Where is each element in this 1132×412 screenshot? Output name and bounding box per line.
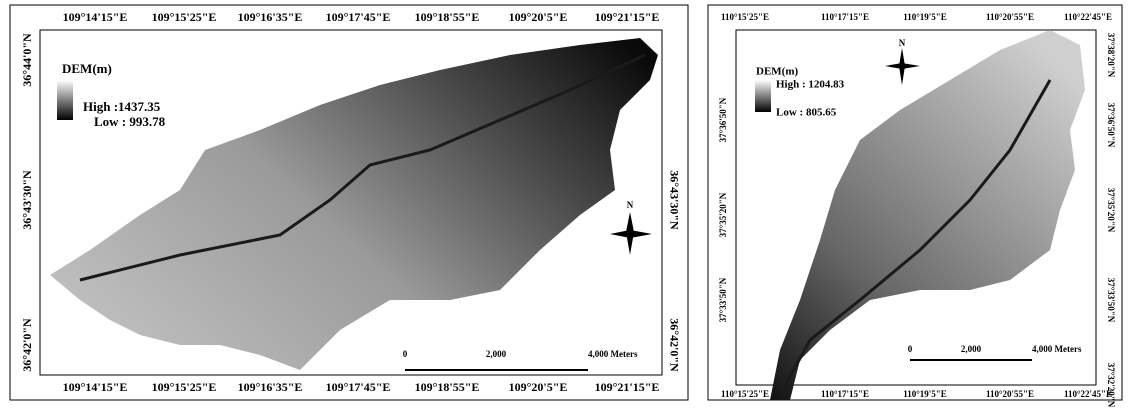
scale-label: 2,000 bbox=[961, 344, 982, 354]
top-coordinate: 110°17'15"E bbox=[821, 12, 869, 22]
top-coordinate: 110°19'5"E bbox=[903, 12, 947, 22]
top-coordinate: 109°18'55"E bbox=[415, 10, 480, 24]
page: 109°14'15"E 109°15'25"E 109°16'35"E 109°17'… bbox=[0, 0, 1132, 412]
left-coordinate: 37°35'20"N bbox=[718, 192, 728, 237]
legend-title: DEM(m) bbox=[62, 61, 112, 76]
left-coordinate: 36°44'0"N bbox=[20, 33, 34, 87]
right-panel bbox=[708, 5, 1122, 400]
north-label: N bbox=[627, 200, 634, 210]
figure: 109°14'15"E 109°15'25"E 109°16'35"E 109°17'… bbox=[0, 0, 1132, 412]
bottom-coordinate: 110°19'5"E bbox=[903, 389, 947, 399]
scale-label: 0 bbox=[403, 349, 408, 359]
legend-ramp bbox=[57, 80, 73, 120]
left-coordinate: 37°33'50"N bbox=[718, 277, 728, 322]
right-coordinate: 36°43'30"N bbox=[667, 170, 681, 230]
bottom-coordinate: 110°15'25"E bbox=[721, 389, 769, 399]
top-coordinate: 109°20'5"E bbox=[509, 10, 568, 24]
legend-low: Low : 805.65 bbox=[776, 107, 837, 119]
north-label: N bbox=[899, 38, 906, 48]
left-coordinate: 37°36'50"N bbox=[718, 97, 728, 142]
top-coordinate: 109°21'15"E bbox=[595, 10, 660, 24]
scale-label: 4,000 Meters bbox=[1032, 344, 1082, 354]
bottom-coordinate: 109°20'5"E bbox=[509, 380, 568, 394]
right-coordinate: 37°35'20"N bbox=[1106, 188, 1116, 233]
bottom-coordinate: 109°17'45"E bbox=[326, 380, 391, 394]
legend-title: DEM(m) bbox=[756, 66, 798, 78]
top-coordinate: 110°22'45"E bbox=[1064, 12, 1112, 22]
top-coordinate: 109°15'25"E bbox=[152, 10, 217, 24]
right-coordinate: 37°36'50"N bbox=[1106, 103, 1116, 148]
bottom-coordinate: 109°16'35"E bbox=[238, 380, 303, 394]
bottom-coordinate: 110°22'45"E bbox=[1064, 389, 1112, 399]
right-coordinate: 36°42'0"N bbox=[667, 318, 681, 372]
legend-low: Low : 993.78 bbox=[94, 114, 166, 129]
top-coordinate: 109°16'35"E bbox=[238, 10, 303, 24]
bottom-coordinate: 110°20'55"E bbox=[986, 389, 1034, 399]
bottom-coordinate: 110°17'15"E bbox=[821, 389, 869, 399]
bottom-coordinate: 109°15'25"E bbox=[152, 380, 217, 394]
scale-label: 4,000 Meters bbox=[588, 349, 638, 359]
top-coordinate: 109°17'45"E bbox=[326, 10, 391, 24]
left-coordinate: 36°43'30"N bbox=[20, 170, 34, 230]
right-coordinate: 37°32'20"N bbox=[1106, 363, 1116, 408]
left-coordinate: 36°42'0"N bbox=[20, 318, 34, 372]
top-coordinate: 110°20'55"E bbox=[986, 12, 1034, 22]
right-coordinate: 37°33'50"N bbox=[1106, 278, 1116, 323]
right-coordinate: 37°38'20"N bbox=[1106, 33, 1116, 78]
bottom-coordinate: 109°21'15"E bbox=[595, 380, 660, 394]
bottom-coordinate: 109°14'15"E bbox=[63, 380, 128, 394]
scale-label: 0 bbox=[908, 344, 913, 354]
bottom-coordinate: 109°18'55"E bbox=[415, 380, 480, 394]
legend-ramp bbox=[755, 80, 771, 112]
scale-label: 2,000 bbox=[486, 349, 507, 359]
legend-high: High : 1204.83 bbox=[776, 79, 845, 91]
top-coordinate: 110°15'25"E bbox=[721, 12, 769, 22]
top-coordinate: 109°14'15"E bbox=[63, 10, 128, 24]
legend-high: High :1437.35 bbox=[83, 99, 161, 114]
